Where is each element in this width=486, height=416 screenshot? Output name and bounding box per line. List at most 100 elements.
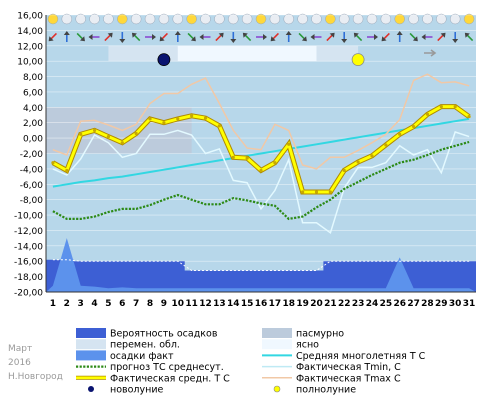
fact-point	[398, 132, 402, 136]
weather-icon	[241, 13, 253, 25]
x-tick-label: 22	[338, 299, 351, 309]
x-tick-label: 31	[463, 299, 476, 309]
weather-icon	[144, 13, 156, 25]
fact-point	[231, 155, 235, 159]
fact-point	[245, 156, 249, 160]
fact-point	[342, 168, 346, 173]
y-tick-label: 10,00	[17, 58, 43, 68]
y-tick-label: 2,00	[23, 119, 43, 129]
wind-arrow-icon	[421, 34, 433, 40]
fact-point	[314, 190, 319, 194]
y-tick-label: 12,00	[17, 42, 43, 52]
wind-arrow-icon	[452, 32, 459, 43]
weather-icon	[103, 13, 114, 25]
wind-arrow-icon	[381, 32, 390, 42]
x-tick-label: 11	[185, 299, 198, 309]
weather-icon	[117, 13, 128, 25]
legend-item-overcast: пасмурно	[262, 328, 344, 340]
x-tick-label: 5	[105, 299, 111, 309]
legend-label: пасмурно	[296, 329, 344, 340]
x-tick-label: 2	[64, 299, 70, 309]
x-tick-label: 29	[435, 299, 448, 309]
fact-point	[65, 168, 69, 173]
y-tick-label: -14,00	[14, 242, 43, 252]
fact-point	[328, 190, 332, 194]
x-tick-label: 15	[241, 299, 254, 309]
wind-arrow-icon	[437, 32, 446, 42]
weather-icon	[228, 13, 239, 25]
legend-label: перемен. обл.	[110, 340, 180, 351]
weather-icon	[130, 13, 142, 25]
wind-arrow-icon	[76, 32, 85, 42]
x-tick-label: 20	[310, 299, 323, 309]
wind-arrow-icon	[242, 32, 252, 42]
clear-sky-band	[177, 45, 317, 62]
new-moon-marker	[157, 53, 171, 67]
x-tick-label: 7	[133, 299, 139, 309]
fact-point	[287, 142, 291, 146]
fact-point	[162, 121, 166, 125]
weather-icon	[297, 13, 308, 25]
x-tick-label: 9	[161, 299, 167, 309]
wind-arrow-icon	[341, 32, 348, 43]
fact-point	[370, 154, 374, 158]
weather-icon	[422, 13, 433, 25]
legend-label: полнолуние	[296, 385, 356, 396]
legend-item-fullmoon: полнолуние	[273, 385, 356, 396]
wind-arrow-icon	[131, 32, 141, 42]
weather-icon	[463, 13, 475, 25]
y-tick-label: -6,00	[20, 181, 44, 191]
x-tick-label: 30	[449, 299, 462, 309]
wind-arrow-icon	[464, 32, 474, 42]
y-tick-label: -4,00	[20, 165, 44, 175]
y-tick-label: 16,00	[17, 12, 43, 22]
legend-swatch	[76, 328, 106, 338]
fact-point	[148, 117, 152, 121]
legend-label: Вероятность осадков	[110, 329, 218, 340]
x-tick-label: 6	[119, 299, 125, 309]
weather-icon	[214, 13, 225, 25]
weather-icon	[325, 13, 336, 25]
x-tick-label: 14	[227, 299, 240, 309]
x-tick-label: 4	[91, 299, 97, 309]
legend-item-newmoon: новолуние	[88, 385, 164, 396]
fact-point	[425, 112, 430, 116]
fact-point	[51, 161, 55, 165]
y-tick-label: -10,00	[14, 212, 43, 222]
fact-point	[453, 104, 457, 109]
year-label: 2016	[8, 358, 31, 368]
weather-icon	[283, 13, 294, 25]
series-line-norm	[52, 117, 470, 188]
legend-item-precip: осадки факт	[76, 350, 174, 362]
fact-point	[301, 190, 305, 194]
legend-swatch	[76, 350, 106, 361]
x-tick-label: 8	[147, 299, 153, 309]
weather-icon	[172, 13, 184, 25]
y-tick-label: -18,00	[14, 273, 43, 283]
wind-arrow-icon	[353, 32, 363, 42]
legend-label: ясно	[296, 340, 319, 351]
wind-arrow-icon	[298, 32, 307, 42]
full-moon-icon	[273, 385, 281, 393]
fact-point	[203, 116, 208, 120]
x-tick-label: 27	[407, 299, 420, 309]
weather-icon	[380, 13, 392, 25]
fact-point	[190, 114, 194, 118]
weather-icon	[408, 13, 419, 25]
wind-arrow-icon	[119, 32, 126, 43]
fact-point	[384, 143, 388, 147]
legend-label: Фактическая Tmin, С	[296, 362, 401, 373]
legend-label: Средняя многолетняя Т С	[296, 351, 426, 362]
fact-point	[176, 117, 180, 121]
legend-item-tmax: Фактическая Tmax С	[262, 373, 401, 384]
x-tick-label: 16	[255, 299, 268, 309]
overcast-band	[46, 107, 192, 154]
legend-label: осадки факт	[110, 351, 174, 362]
x-tick-label: 21	[324, 299, 337, 309]
y-tick-label: -12,00	[14, 227, 43, 237]
weather-icon	[449, 13, 461, 25]
y-tick-label: -2,00	[20, 150, 44, 160]
fact-point	[411, 124, 416, 129]
